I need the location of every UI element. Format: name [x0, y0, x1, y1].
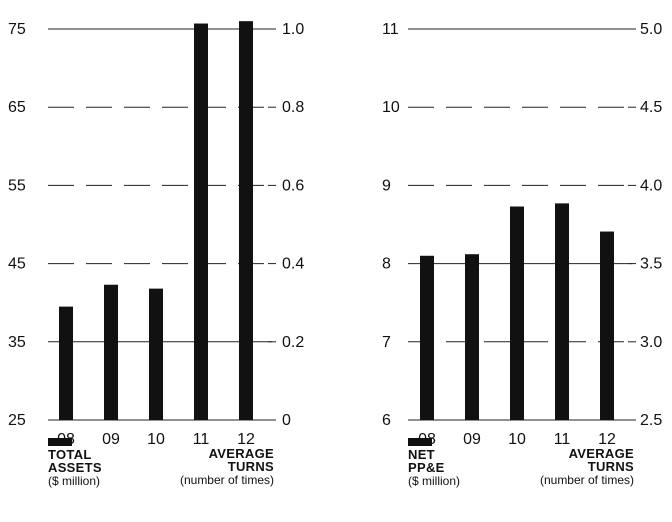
right-turns-title-2: TURNS [587, 459, 634, 474]
category-label: 10 [508, 431, 526, 448]
right-legend-title-2: PP&E [408, 460, 445, 475]
left-tick-label: 6 [382, 412, 391, 429]
left-tick-label: 9 [382, 177, 391, 194]
category-label: 10 [147, 431, 165, 448]
bar [600, 231, 614, 420]
left-tick-label: 55 [8, 177, 26, 194]
left-tick-label: 7 [382, 334, 391, 351]
left-tick-label: 75 [8, 21, 26, 38]
bar [465, 254, 479, 420]
left-legend-swatch [48, 438, 72, 446]
right-legend: NET PP&E ($ million) [408, 438, 460, 488]
bar [420, 255, 434, 420]
bar [555, 203, 569, 420]
left-tick-label: 65 [8, 99, 26, 116]
left-legend-title-2: ASSETS [48, 460, 102, 475]
bar [194, 23, 208, 420]
right-tick-label: 0.2 [282, 334, 304, 351]
left-tick-label: 45 [8, 256, 26, 273]
right-legend-swatch [408, 438, 432, 446]
left-tick-label: 35 [8, 334, 26, 351]
bar [104, 284, 118, 420]
left-legend-unit: ($ million) [48, 474, 101, 488]
right-legend-unit: ($ million) [408, 474, 461, 488]
right-tick-label: 4.5 [640, 99, 662, 116]
left-turns-legend: AVERAGE TURNS (number of times) [180, 447, 274, 487]
right-turns-legend: AVERAGE TURNS (number of times) [540, 447, 634, 487]
right-turns-unit: (number of times) [539, 473, 634, 487]
left-tick-label: 10 [382, 99, 400, 116]
right-tick-label: 0.4 [282, 256, 304, 273]
right-tick-label: 0 [282, 412, 291, 429]
right-tick-label: 0.8 [282, 99, 304, 116]
right-legend-title-1: NET [408, 447, 435, 462]
category-label: 11 [193, 431, 210, 448]
right-tick-label: 1.0 [282, 21, 304, 38]
left-legend-title-1: TOTAL [48, 447, 92, 462]
category-label: 12 [237, 431, 255, 448]
category-label: 09 [463, 431, 481, 448]
right-tick-label: 2.5 [640, 412, 662, 429]
category-label: 11 [554, 431, 571, 448]
bar [510, 206, 524, 420]
left-tick-label: 25 [8, 412, 26, 429]
left-turns-unit: (number of times) [179, 473, 274, 487]
bar [59, 306, 73, 420]
bar [149, 288, 163, 420]
right-tick-label: 0.6 [282, 177, 304, 194]
category-label: 09 [102, 431, 120, 448]
right-turns-title-1: AVERAGE [568, 446, 634, 461]
right-tick-label: 3.5 [640, 256, 662, 273]
right-tick-label: 5.0 [640, 21, 662, 38]
left-turns-title-1: AVERAGE [208, 446, 274, 461]
bar [239, 21, 253, 421]
right-tick-label: 3.0 [640, 334, 662, 351]
left-tick-label: 8 [382, 256, 391, 273]
left-legend: TOTAL ASSETS ($ million) [48, 438, 102, 488]
category-label: 12 [598, 431, 616, 448]
left-tick-label: 11 [382, 21, 399, 38]
right-tick-label: 4.0 [640, 177, 662, 194]
left-turns-title-2: TURNS [227, 459, 274, 474]
